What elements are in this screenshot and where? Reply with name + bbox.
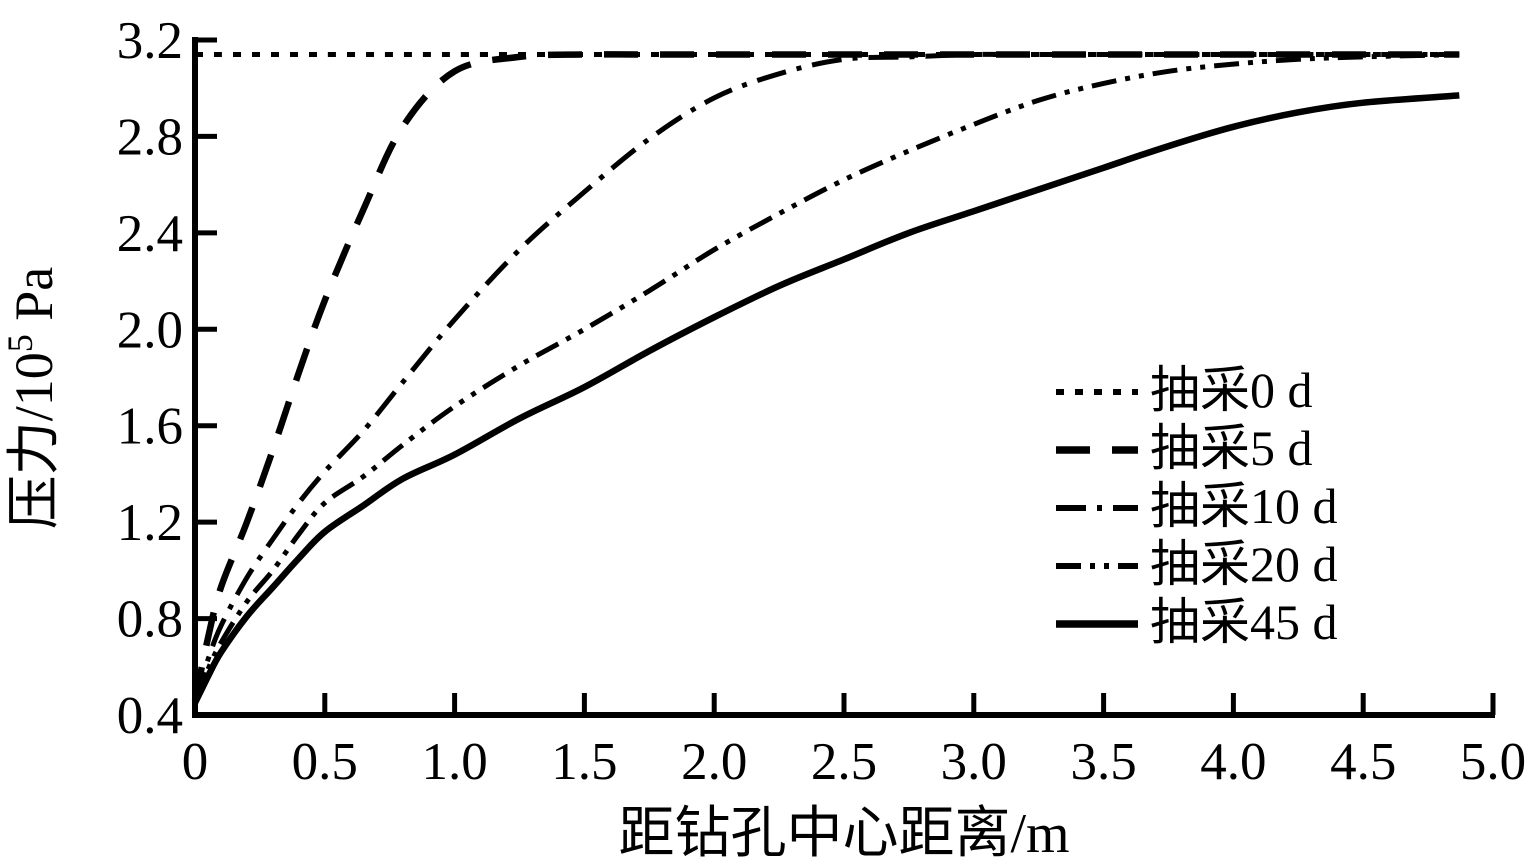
- x-tick-label-0.5: 0.5: [292, 733, 358, 791]
- curve-20d: [192, 52, 1460, 702]
- curve-10d: [192, 51, 1460, 702]
- axes: 0 0.5 1.0 1.5 2.0 2.5 3.0 3.5 4.0 4.5 5.0 0.4 0.8 1.2…: [117, 12, 1525, 791]
- x-axis-title: 距钻孔中心距离/m: [618, 803, 1069, 865]
- y-axis-title: 压力/105 Pa: [0, 267, 64, 530]
- y-tick-label-0.4: 0.4: [117, 687, 183, 745]
- y-tick-label-2.0: 2.0: [117, 301, 183, 359]
- legend-label: 抽采0 d: [1150, 362, 1313, 418]
- legend-label: 抽采45 d: [1150, 594, 1338, 650]
- x-tick-label-1.5: 1.5: [551, 733, 617, 791]
- y-tick-label-0.8: 0.8: [117, 591, 183, 649]
- y-tick-label-1.2: 1.2: [117, 494, 183, 552]
- y-axis-title-superscript: 5: [0, 334, 40, 352]
- legend-item-45d: 抽采45 d: [1056, 594, 1338, 650]
- x-tick-label-3.0: 3.0: [941, 733, 1007, 791]
- legend-item-20d: 抽采20 d: [1056, 536, 1338, 592]
- x-tick-label-4.0: 4.0: [1200, 733, 1266, 791]
- legend: 抽采0 d 抽采5 d 抽采10 d 抽采20 d 抽采45 d: [1056, 362, 1338, 650]
- legend-item-5d: 抽采5 d: [1056, 420, 1313, 476]
- x-tick-label-5.0: 5.0: [1460, 733, 1525, 791]
- x-tick-label-3.5: 3.5: [1070, 733, 1136, 791]
- legend-label: 抽采5 d: [1150, 420, 1313, 476]
- y-axis-title-unit: Pa: [4, 267, 64, 335]
- x-tick-label-4.5: 4.5: [1330, 733, 1396, 791]
- x-tick-label-0: 0: [182, 733, 209, 791]
- legend-item-10d: 抽采10 d: [1056, 478, 1338, 534]
- axis-lines: [192, 37, 1495, 718]
- curves: [191, 51, 1460, 705]
- y-tick-label-1.6: 1.6: [117, 398, 183, 456]
- x-tick-label-2.0: 2.0: [681, 733, 747, 791]
- curve-45d: [192, 92, 1460, 705]
- legend-label: 抽采10 d: [1150, 478, 1338, 534]
- legend-item-0d: 抽采0 d: [1056, 362, 1313, 418]
- y-tick-label-2.4: 2.4: [117, 205, 183, 263]
- x-tick-label-1.0: 1.0: [421, 733, 487, 791]
- y-tick-label-2.8: 2.8: [117, 108, 183, 166]
- x-tick-label-2.5: 2.5: [811, 733, 877, 791]
- y-tick-label-3.2: 3.2: [117, 12, 183, 70]
- y-axis-title-base: 压力/10: [4, 352, 64, 529]
- legend-label: 抽采20 d: [1150, 536, 1338, 592]
